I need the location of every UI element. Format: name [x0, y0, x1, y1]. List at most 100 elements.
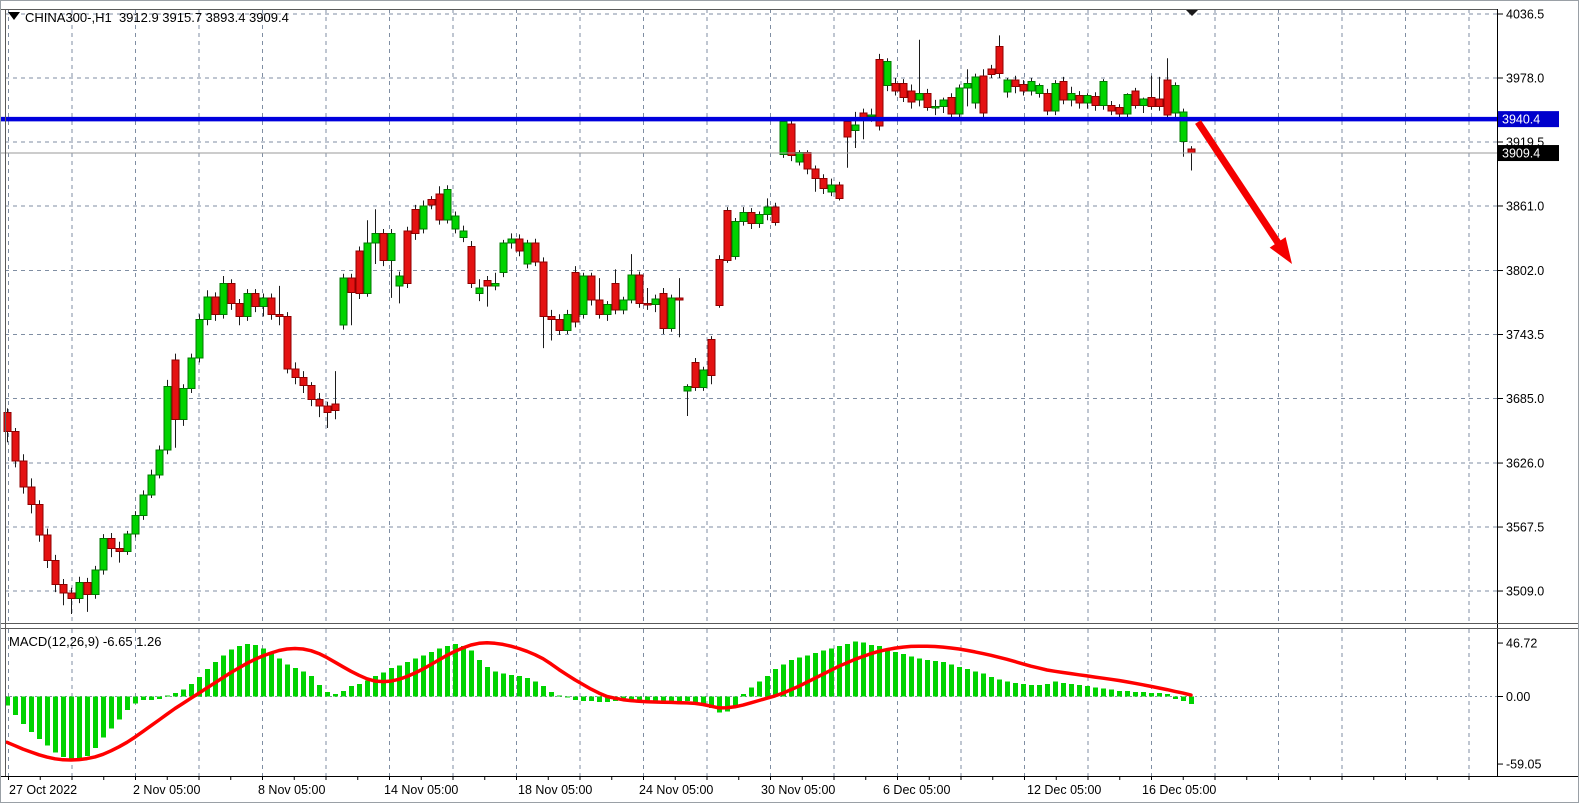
candle-body: [267, 297, 276, 315]
macd-histogram-bar: [301, 671, 306, 697]
macd-histogram-bar: [205, 669, 210, 697]
arrow-shaft[interactable]: [1195, 120, 1284, 250]
arrow-head[interactable]: [1269, 237, 1292, 264]
candle-body: [955, 87, 964, 115]
candle-body: [555, 319, 564, 332]
candle-body: [539, 261, 548, 317]
time-axis[interactable]: 27 Oct 2022 2 Nov 05:00 8 Nov 05:00 14 Nov …: [8, 776, 1470, 797]
macd-histogram-bar: [421, 655, 426, 697]
candle-body: [699, 369, 708, 389]
candle-body: [507, 238, 516, 244]
macd-histogram-bar: [1069, 683, 1074, 697]
macd-histogram-bar: [117, 696, 122, 720]
candle-body: [1123, 93, 1132, 115]
macd-histogram-bar: [1141, 691, 1146, 697]
price-axis-label: 3978.0: [1506, 71, 1544, 85]
candle-body: [443, 189, 452, 221]
price-axis-label: 3509.0: [1506, 585, 1544, 599]
macd-histogram-bar: [1013, 682, 1018, 697]
macd-histogram-bar: [765, 675, 770, 697]
candle-body: [35, 504, 44, 536]
candle-body: [403, 230, 412, 285]
candle-body: [83, 581, 92, 595]
macd-histogram-bar: [365, 680, 370, 697]
macd-histogram-bar: [333, 694, 338, 697]
macd-histogram-bar: [189, 683, 194, 697]
candle-body: [51, 559, 60, 585]
macd-histogram-bar: [325, 691, 330, 697]
macd-histogram-bar: [501, 673, 506, 697]
candle-body: [915, 92, 924, 101]
macd-histogram-bar: [133, 696, 138, 704]
candle-body: [675, 297, 684, 301]
candle-body: [67, 592, 76, 600]
macd-axis-label: 0.00: [1506, 690, 1530, 704]
candle-body: [907, 90, 916, 103]
candle-body: [27, 486, 36, 506]
macd-histogram-bar: [1085, 686, 1090, 697]
candle-body: [603, 303, 612, 315]
macd-histogram-bar: [485, 666, 490, 697]
macd-histogram-bar: [557, 695, 562, 697]
candle-body: [3, 412, 12, 432]
macd-histogram-bar: [21, 696, 26, 724]
candle-body: [1027, 80, 1036, 92]
macd-histogram-bar: [757, 681, 762, 697]
macd-histogram-bar: [901, 654, 906, 697]
macd-histogram-bar: [165, 695, 170, 697]
price-axis[interactable]: 4036.53978.03919.53861.03802.03743.53685…: [1497, 8, 1544, 772]
candle-body: [467, 245, 476, 285]
macd-histogram-bar: [437, 648, 442, 697]
resistance-price-tag-bg: [1498, 111, 1559, 128]
time-axis-label: 2 Nov 05:00: [133, 783, 200, 797]
candle-body: [643, 302, 652, 306]
candle-body: [987, 68, 996, 76]
macd-histogram-bar: [917, 658, 922, 697]
candle-body: [779, 121, 788, 156]
macd-histogram-bar: [213, 662, 218, 697]
price-axis-label: 3567.5: [1506, 521, 1544, 535]
macd-histogram-bar: [157, 696, 162, 699]
candle-body: [203, 296, 212, 321]
candle-body: [635, 274, 644, 304]
time-axis-label: 24 Nov 05:00: [639, 783, 713, 797]
trend-arrow-annotation[interactable]: [1195, 120, 1292, 264]
price-axis-label: 3861.0: [1506, 199, 1544, 213]
macd-histogram-bar: [29, 696, 34, 732]
macd-histogram-bar: [789, 659, 794, 697]
horizontal-level-lines[interactable]: [1, 116, 1497, 154]
macd-histogram-bar: [269, 653, 274, 697]
macd-histogram-bar: [53, 696, 58, 753]
candle-body: [91, 569, 100, 595]
chart-title-spacer: [112, 10, 119, 25]
candle-body: [1059, 80, 1068, 101]
macd-histogram-bar: [373, 675, 378, 697]
macd-histogram-bar: [725, 696, 730, 712]
macd-histogram-bar: [149, 696, 154, 700]
candle-body: [323, 405, 332, 414]
macd-histogram-bar: [805, 655, 810, 697]
symbol-dropdown-icon[interactable]: [8, 12, 20, 20]
candle-body: [651, 298, 660, 305]
macd-histogram-bar: [381, 672, 386, 697]
candle-body: [587, 275, 596, 301]
macd-axis-label: -59.05: [1506, 758, 1541, 772]
candle-body: [787, 123, 796, 157]
candle-body: [755, 214, 764, 224]
time-axis-label: 18 Nov 05:00: [518, 783, 592, 797]
candle-body: [243, 292, 252, 317]
macd-histogram-bar: [781, 664, 786, 697]
candle-body: [1115, 107, 1124, 115]
macd-histogram-bar: [1093, 687, 1098, 697]
time-axis-label: 14 Nov 05:00: [384, 783, 458, 797]
resistance-price-tag: 3940.4: [1502, 113, 1540, 127]
macd-histogram-bar: [1029, 685, 1034, 697]
candle-body: [395, 275, 404, 287]
macd-histogram-bar: [981, 673, 986, 697]
macd-histogram-bar: [173, 693, 178, 697]
macd-histogram-bar: [357, 683, 362, 697]
candle-body: [307, 384, 316, 401]
macd-histogram-bar: [965, 669, 970, 697]
candle-body: [251, 292, 260, 308]
